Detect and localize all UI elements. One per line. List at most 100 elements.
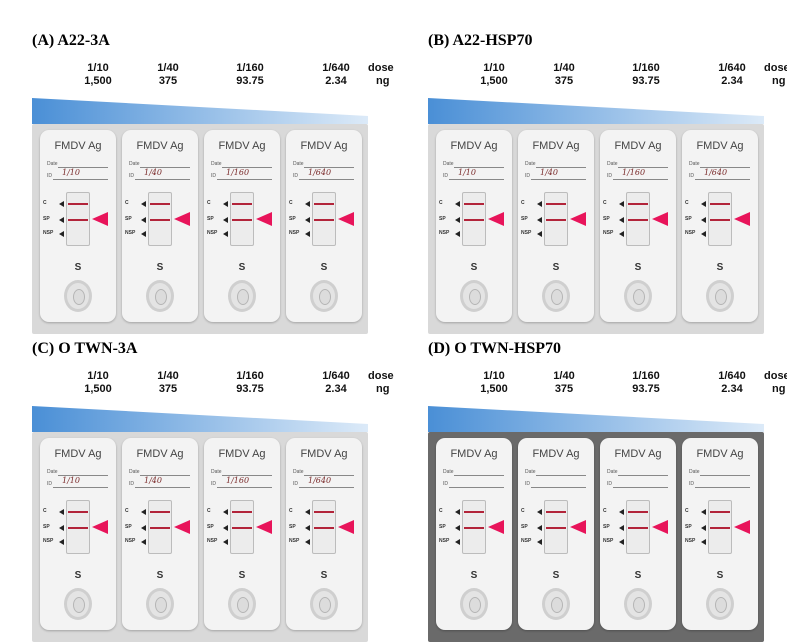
- band-sp: [464, 527, 484, 529]
- line-marker-c-icon: [537, 509, 542, 515]
- line-marker-sp-icon: [701, 217, 706, 223]
- unit-ng: ng: [376, 383, 390, 395]
- dose-ratio: 1/160: [236, 370, 264, 382]
- dose-labels: 1/10 1,500 1/40 375 1/160 93.75 1/640 2.34 dose n…: [56, 62, 393, 94]
- cassette-date-label: Date: [129, 469, 140, 475]
- sample-well-inner: [633, 597, 645, 613]
- pink-arrow-icon: [174, 212, 190, 226]
- band-sp: [232, 527, 252, 529]
- band-sp: [68, 219, 88, 221]
- sample-well-label: S: [716, 570, 724, 581]
- cassette-date-line: [536, 167, 586, 168]
- line-label-sp: SP: [207, 216, 214, 222]
- test-strip-photo: FMDV Ag Date ID 1/10 C SP NSP S FMDV Ag Date ID 1/4…: [32, 124, 368, 334]
- cassette-id-line: [695, 179, 750, 180]
- pink-arrow-icon: [488, 212, 504, 226]
- unit-dose: dose: [368, 370, 394, 382]
- band-c: [314, 203, 334, 205]
- cassette-brand: FMDV Ag: [54, 140, 102, 152]
- cassette-date-label: Date: [443, 469, 454, 475]
- line-marker-nsp-icon: [701, 231, 706, 237]
- line-label-sp: SP: [207, 524, 214, 530]
- cassette-sample-id: 1/640: [308, 476, 332, 485]
- panel-title: (D) O TWN-HSP70: [428, 340, 562, 357]
- cassette-id-label: ID: [443, 173, 448, 179]
- test-cassette: FMDV Ag Date ID 1/640 C SP NSP S: [286, 130, 362, 322]
- dose-ratio: 1/160: [632, 62, 660, 74]
- cassette-id-line: [53, 487, 108, 488]
- cassette-brand: FMDV Ag: [136, 448, 184, 460]
- line-label-sp: SP: [125, 216, 132, 222]
- line-label-c: C: [125, 508, 129, 514]
- sample-well-inner: [319, 597, 331, 613]
- cassette-brand: FMDV Ag: [218, 140, 266, 152]
- sample-well-label: S: [634, 262, 642, 273]
- cassette-brand: FMDV Ag: [614, 140, 662, 152]
- cassette-id-label: ID: [525, 481, 530, 487]
- dose-unit: dose ng: [368, 370, 394, 396]
- panel-title: (B) A22-HSP70: [428, 32, 533, 49]
- cassette-date-label: Date: [607, 469, 618, 475]
- cassette-date-line: [58, 475, 108, 476]
- cassette-id-line: [299, 487, 354, 488]
- line-label-sp: SP: [43, 216, 50, 222]
- dose-amount: 1,500: [480, 75, 508, 87]
- line-marker-nsp-icon: [455, 231, 460, 237]
- line-marker-c-icon: [305, 509, 310, 515]
- dose-gradient-wedge: [428, 406, 764, 432]
- cassette-date-label: Date: [293, 161, 304, 167]
- sample-well-inner: [469, 289, 481, 305]
- sample-well-label: S: [238, 262, 246, 273]
- sample-well-label: S: [552, 570, 560, 581]
- test-cassette: FMDV Ag Date ID 1/10 C SP NSP S: [40, 130, 116, 322]
- band-c: [464, 511, 484, 513]
- line-label-sp: SP: [685, 524, 692, 530]
- sample-well-label: S: [470, 262, 478, 273]
- pink-arrow-icon: [570, 520, 586, 534]
- pink-arrow-icon: [734, 520, 750, 534]
- dose-label: 1/40 375: [144, 370, 192, 396]
- panel-title: (A) A22-3A: [32, 32, 110, 49]
- dose-ratio: 1/640: [322, 370, 350, 382]
- dose-ratio: 1/640: [718, 62, 746, 74]
- dose-gradient-wedge: [32, 98, 368, 124]
- line-label-c: C: [439, 200, 443, 206]
- cassette-brand: FMDV Ag: [696, 448, 744, 460]
- sample-well: [146, 280, 174, 312]
- line-marker-nsp-icon: [305, 231, 310, 237]
- line-label-nsp: NSP: [207, 230, 218, 236]
- band-sp: [628, 219, 648, 221]
- line-label-nsp: NSP: [603, 230, 614, 236]
- line-label-sp: SP: [125, 524, 132, 530]
- cassette-date-label: Date: [211, 161, 222, 167]
- band-sp: [710, 527, 730, 529]
- test-cassette: FMDV Ag Date ID C SP NSP S: [436, 438, 512, 630]
- line-marker-sp-icon: [619, 525, 624, 531]
- cassette-sample-id: 1/640: [308, 168, 332, 177]
- sample-well-label: S: [238, 570, 246, 581]
- band-sp: [710, 219, 730, 221]
- line-label-c: C: [43, 200, 47, 206]
- sample-well-label: S: [320, 262, 328, 273]
- sample-well-label: S: [552, 262, 560, 273]
- sample-well: [228, 280, 256, 312]
- cassette-id-line: [695, 487, 750, 488]
- cassette-id-label: ID: [129, 173, 134, 179]
- band-sp: [314, 219, 334, 221]
- line-label-c: C: [289, 200, 293, 206]
- dose-gradient-wedge: [32, 406, 368, 432]
- result-window: [544, 192, 568, 246]
- cassette-date-label: Date: [525, 469, 536, 475]
- unit-dose: dose: [764, 62, 787, 74]
- band-c: [710, 511, 730, 513]
- line-label-sp: SP: [603, 524, 610, 530]
- cassette-brand: FMDV Ag: [300, 448, 348, 460]
- band-sp: [150, 219, 170, 221]
- line-marker-nsp-icon: [223, 231, 228, 237]
- sample-well-inner: [551, 597, 563, 613]
- result-window: [230, 192, 254, 246]
- line-marker-c-icon: [455, 509, 460, 515]
- dose-ratio: 1/40: [553, 62, 575, 74]
- cassette-id-line: [135, 487, 190, 488]
- cassette-id-line: [299, 179, 354, 180]
